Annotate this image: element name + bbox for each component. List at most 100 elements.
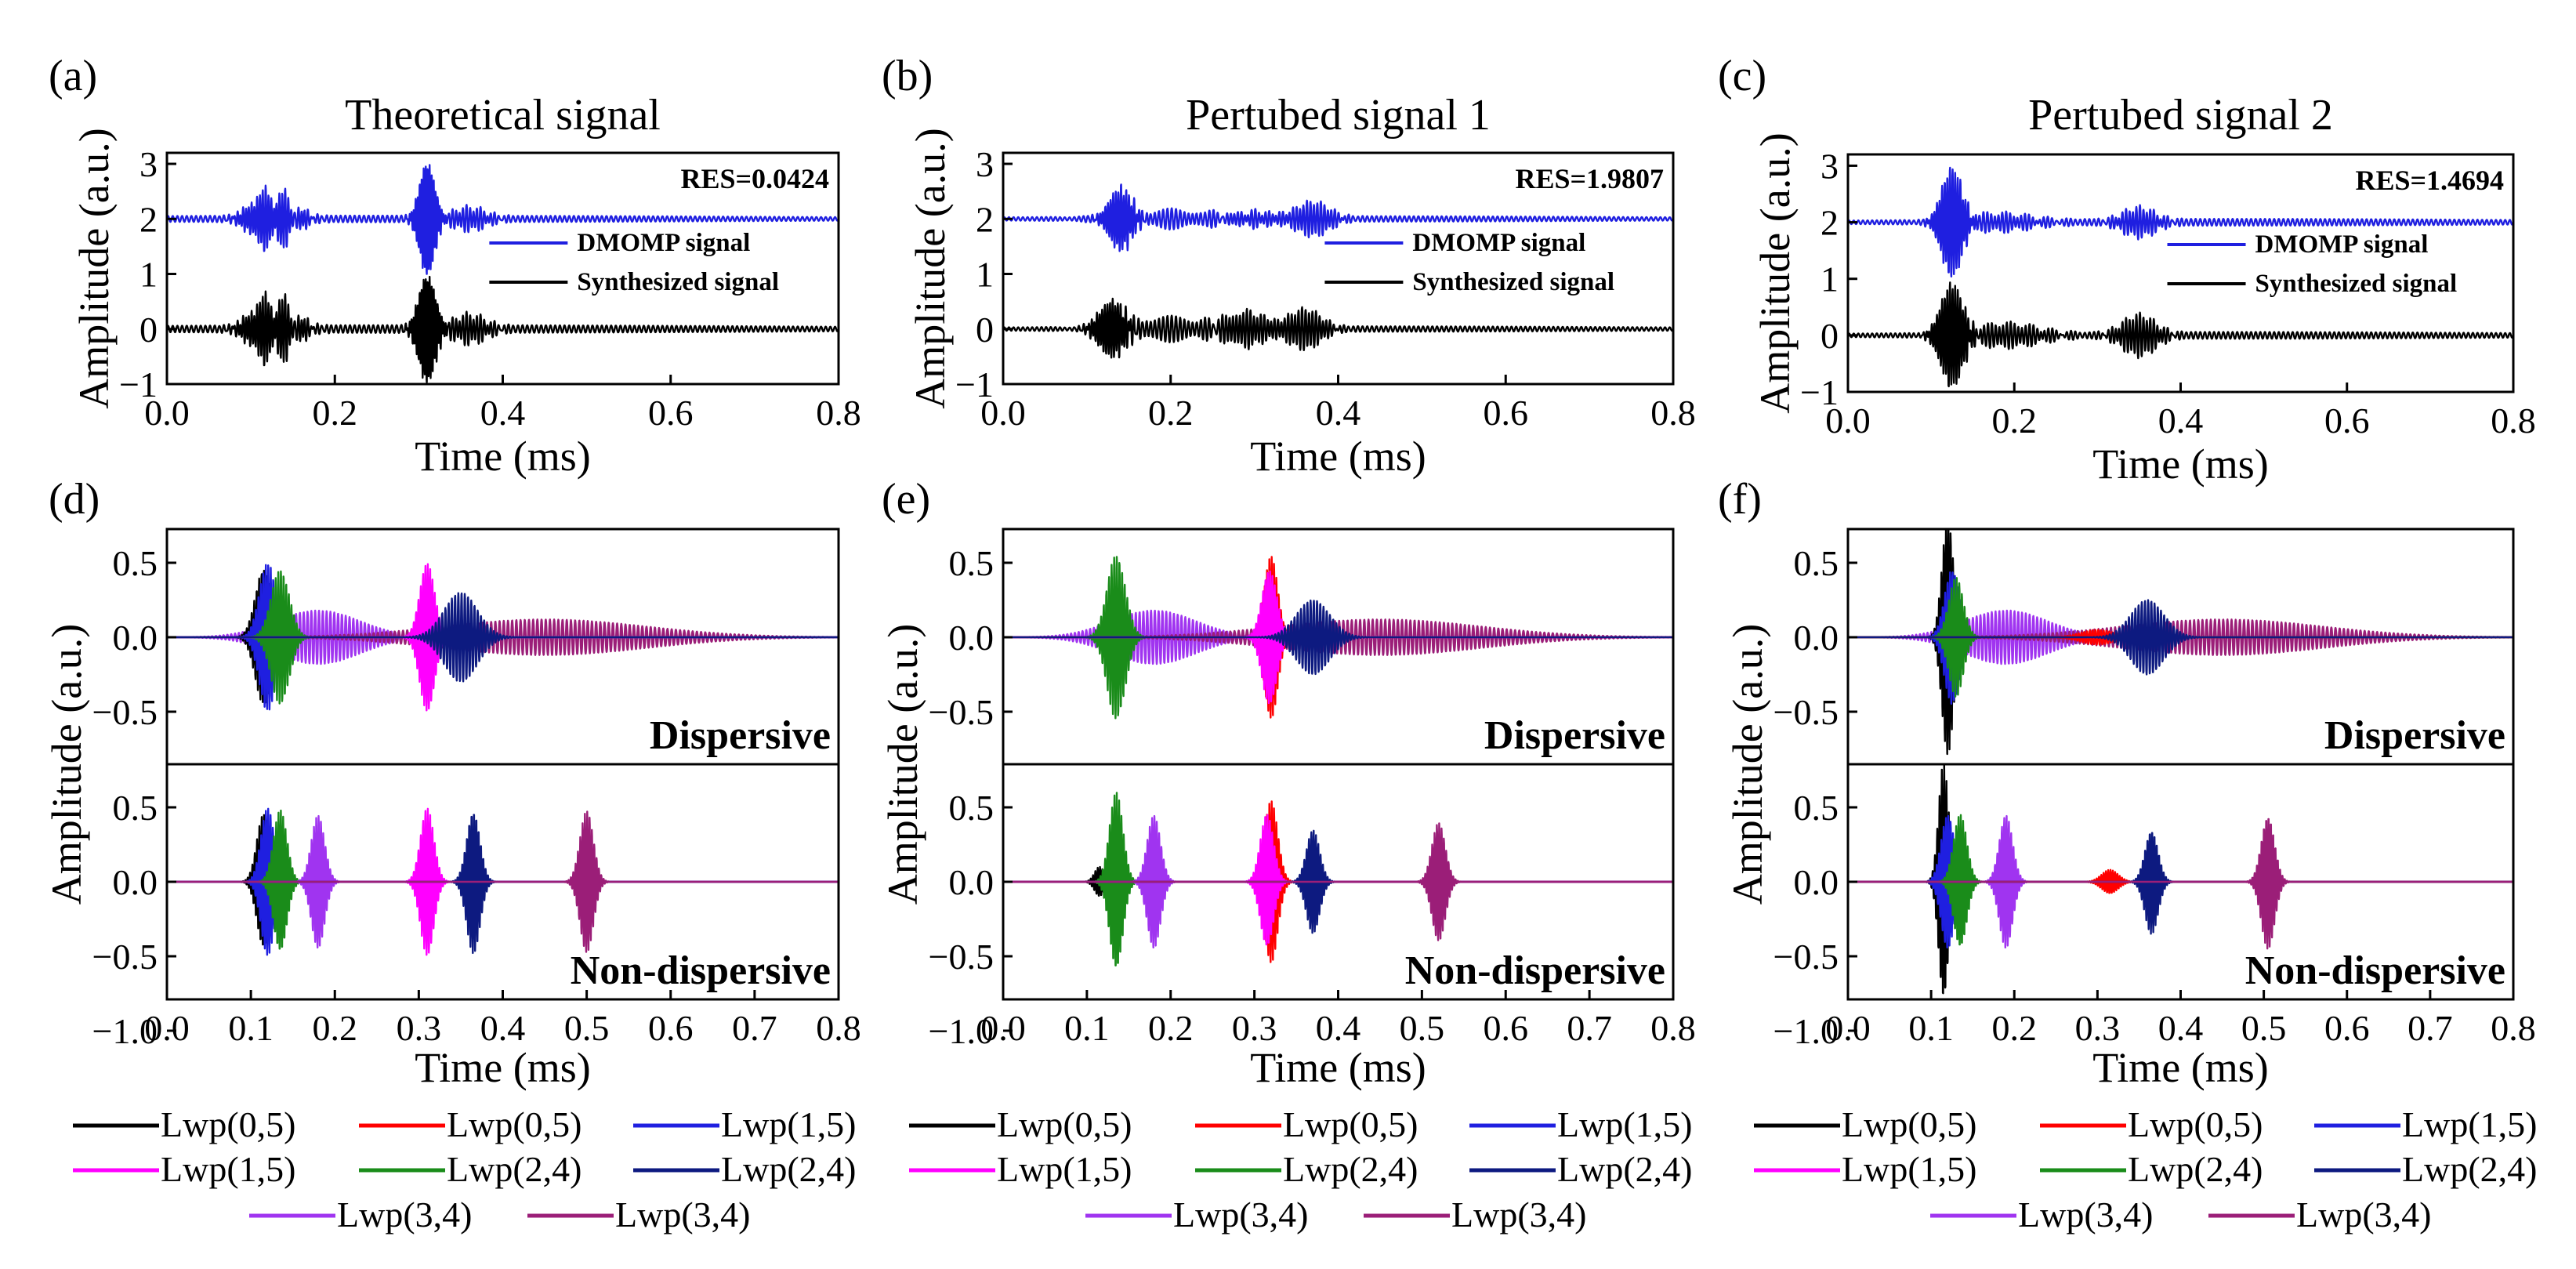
legend-label-synthesized: Synthesized signal bbox=[1412, 268, 1614, 296]
y-tick-label: 0.0 bbox=[949, 618, 995, 658]
panel-e: 0.0 0.1 0.2 0.3 0.4 0.5 0.6 0.7 0.8 0.5 0.0 −0.5 0.5… bbox=[879, 475, 1696, 1235]
x-tick-label: 0.4 bbox=[2158, 1008, 2204, 1048]
legend-label: Lwp(3,4) bbox=[615, 1195, 750, 1235]
y-tick-label: −1.0 bbox=[929, 1011, 994, 1051]
dispersive-mode-line bbox=[1003, 599, 1673, 676]
x-tick-label: 0.0 bbox=[1825, 401, 1871, 441]
y-axis-title: Amplitude (a.u.) bbox=[879, 624, 926, 905]
x-tick-label: 0.6 bbox=[2324, 1008, 2370, 1048]
x-tick-label: 0.2 bbox=[1992, 1008, 2038, 1048]
y-tick-label: −0.5 bbox=[929, 937, 994, 977]
x-tick-label: 0.2 bbox=[313, 1008, 358, 1048]
synthesized-signal-line bbox=[167, 275, 839, 383]
dispersive-signals bbox=[1848, 529, 2513, 756]
y-tick-label: −0.5 bbox=[1773, 692, 1839, 732]
res-label: RES=1.9807 bbox=[1515, 163, 1664, 194]
panel-letter: (e) bbox=[882, 475, 930, 524]
y-tick-label: 0.5 bbox=[113, 788, 158, 828]
panel-title: Theoretical signal bbox=[345, 91, 661, 140]
panel-f: 0.0 0.1 0.2 0.3 0.4 0.5 0.6 0.7 0.8 0.5 0.0 −0.5 0.5… bbox=[1718, 475, 2537, 1235]
x-tick-label: 0.6 bbox=[1484, 393, 1529, 433]
legend-label: Lwp(1,5) bbox=[721, 1104, 856, 1144]
x-axis-title: Time (ms) bbox=[415, 1044, 591, 1091]
y-tick-label: 2 bbox=[139, 199, 158, 239]
x-tick-label: 0.4 bbox=[480, 1008, 526, 1048]
legend-label: Lwp(2,4) bbox=[2402, 1149, 2537, 1189]
y-tick-label: 0.5 bbox=[1794, 788, 1839, 828]
nondispersive-mode-line bbox=[1848, 818, 2513, 950]
x-tick-label: 0.1 bbox=[1064, 1008, 1110, 1048]
legend-label: Lwp(1,5) bbox=[1557, 1104, 1692, 1144]
x-tick-label: 0.3 bbox=[397, 1008, 442, 1048]
x-tick-label: 0.7 bbox=[732, 1008, 777, 1048]
x-tick-label: 0.0 bbox=[1825, 1008, 1871, 1048]
legend-label: Lwp(1,5) bbox=[1842, 1149, 1976, 1189]
y-axis-title: Amplitude (a.u.) bbox=[1752, 132, 1799, 413]
legend-label: Lwp(3,4) bbox=[337, 1195, 472, 1235]
x-tick-label: 0.0 bbox=[980, 1008, 1026, 1048]
y-tick-label: 1 bbox=[139, 255, 158, 295]
x-tick-label: 0.6 bbox=[648, 393, 694, 433]
y-tick-label: 0.0 bbox=[949, 862, 995, 902]
x-tick-label: 0.0 bbox=[144, 1008, 190, 1048]
legend-label: Lwp(0,5) bbox=[2128, 1104, 2263, 1144]
legend-label: Lwp(2,4) bbox=[721, 1149, 856, 1189]
legend-label: Lwp(2,4) bbox=[1557, 1149, 1692, 1189]
y-tick-label: 0.0 bbox=[113, 618, 158, 658]
x-tick-label: 0.7 bbox=[1567, 1008, 1612, 1048]
dmomp-signal-line bbox=[1848, 166, 2513, 277]
nondispersive-mode-line bbox=[1003, 822, 1673, 941]
legend-label: Lwp(0,5) bbox=[161, 1104, 295, 1144]
legend-label: Lwp(0,5) bbox=[1842, 1104, 1976, 1144]
y-tick-label: −1.0 bbox=[92, 1011, 158, 1051]
legend-label: Lwp(3,4) bbox=[1451, 1195, 1586, 1235]
y-tick-label: −0.5 bbox=[1773, 937, 1839, 977]
signal-group bbox=[167, 164, 839, 383]
dmomp-signal-line bbox=[167, 164, 839, 275]
nondispersive-signals bbox=[167, 807, 839, 956]
y-axis-title: Amplitude (a.u.) bbox=[1724, 624, 1771, 905]
synthesized-signal-line bbox=[1003, 297, 1673, 359]
legend-label: Lwp(0,5) bbox=[997, 1104, 1132, 1144]
y-tick-label: 3 bbox=[976, 144, 994, 184]
x-tick-label: 0.6 bbox=[2324, 401, 2370, 441]
dispersive-signals bbox=[167, 563, 839, 712]
x-tick-label: 0.1 bbox=[228, 1008, 274, 1048]
panel-title: Pertubed signal 2 bbox=[2028, 91, 2333, 140]
legend-label: Lwp(3,4) bbox=[2296, 1195, 2431, 1235]
legend: Lwp(0,5) Lwp(0,5) Lwp(1,5) Lwp(1,5) Lwp(2,4)… bbox=[73, 1104, 856, 1235]
legend-label-dmomp: DMOMP signal bbox=[577, 229, 750, 257]
x-tick-label: 0.8 bbox=[816, 393, 861, 433]
x-axis-title: Time (ms) bbox=[1250, 1044, 1426, 1091]
legend-label: Lwp(3,4) bbox=[2018, 1195, 2153, 1235]
y-axis-title: Amplitude (a.u.) bbox=[43, 624, 90, 905]
nondispersive-signals bbox=[1848, 764, 2513, 995]
x-tick-label: 0.3 bbox=[1232, 1008, 1277, 1048]
dmomp-signal-line bbox=[1003, 183, 1673, 252]
nondispersive-label: Non-dispersive bbox=[2245, 948, 2505, 993]
panel-title: Pertubed signal 1 bbox=[1186, 91, 1491, 140]
y-tick-label: −1 bbox=[955, 364, 994, 404]
x-axis-title: Time (ms) bbox=[1250, 433, 1426, 480]
y-tick-label: 0.0 bbox=[1794, 618, 1839, 658]
panel-letter: (f) bbox=[1718, 475, 1762, 524]
signal-group bbox=[1003, 183, 1673, 359]
x-tick-label: 0.6 bbox=[1484, 1008, 1529, 1048]
legend-label: Lwp(1,5) bbox=[161, 1149, 295, 1189]
nondispersive-mode-line bbox=[167, 810, 839, 953]
y-tick-label: 0.0 bbox=[1794, 862, 1839, 902]
x-tick-label: 0.8 bbox=[816, 1008, 861, 1048]
x-tick-label: 0.2 bbox=[1148, 393, 1194, 433]
legend-label: Lwp(0,5) bbox=[1283, 1104, 1418, 1144]
x-tick-label: 0.5 bbox=[564, 1008, 610, 1048]
synthesized-signal-line bbox=[1848, 281, 2513, 388]
x-tick-label: 0.1 bbox=[1908, 1008, 1954, 1048]
x-tick-label: 0.3 bbox=[2075, 1008, 2121, 1048]
y-tick-label: 3 bbox=[1821, 146, 1839, 186]
y-tick-label: −0.5 bbox=[92, 692, 158, 732]
x-tick-label: 0.5 bbox=[2241, 1008, 2287, 1048]
panel-c: 0.0 0.2 0.4 0.6 0.8 −1 0 1 2 3 (c) Pertubed signal … bbox=[1718, 52, 2536, 488]
x-tick-label: 0.4 bbox=[480, 393, 526, 433]
legend-label: Lwp(2,4) bbox=[447, 1149, 582, 1189]
